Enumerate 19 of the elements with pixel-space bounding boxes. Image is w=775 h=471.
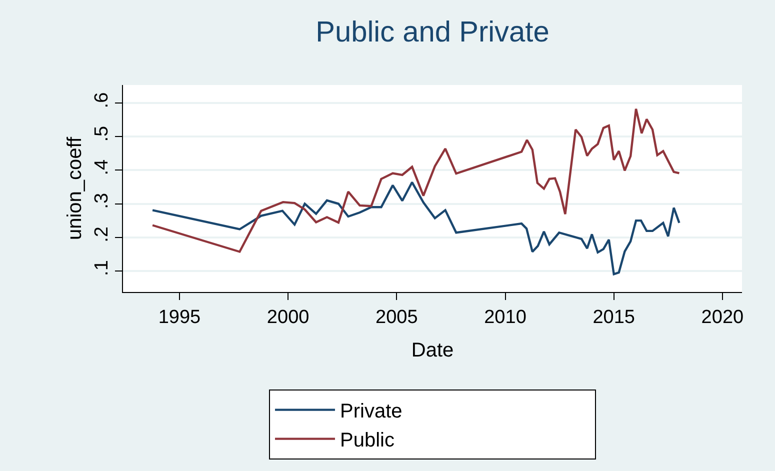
y-tick-label: .3 <box>91 192 112 209</box>
y-tick-label: .2 <box>91 226 112 242</box>
y-tick-label: .5 <box>91 126 112 142</box>
x-tick-label: 2015 <box>592 306 635 328</box>
legend-label: Private <box>340 400 402 423</box>
x-tick-label: 2005 <box>376 306 418 328</box>
y-tick-label: .6 <box>91 92 112 108</box>
x-tick-label: 2010 <box>484 306 526 328</box>
y-axis-title: union_coeff <box>64 136 86 240</box>
line-series <box>151 181 680 276</box>
x-tick-label: 2020 <box>701 306 744 328</box>
y-tick-label: .1 <box>91 260 112 276</box>
x-tick-label: 1995 <box>158 306 201 328</box>
y-tick-label: .4 <box>91 159 112 176</box>
x-axis-title: Date <box>411 339 454 362</box>
legend-label: Public <box>340 430 394 452</box>
line-series <box>151 108 680 253</box>
x-tick-label: 2000 <box>266 306 310 328</box>
chart-title: Public and Private <box>316 16 550 48</box>
